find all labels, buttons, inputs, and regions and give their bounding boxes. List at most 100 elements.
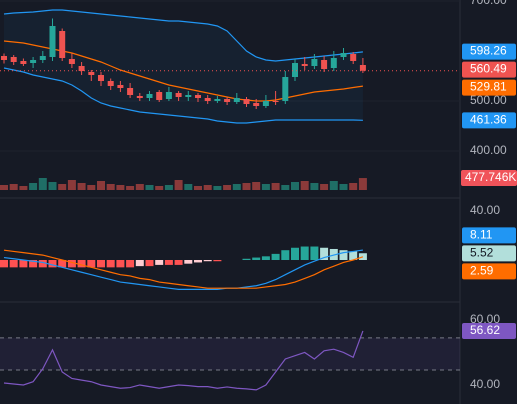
histogram-bar — [320, 247, 329, 261]
candle-body — [127, 88, 134, 95]
volume-bar — [174, 180, 183, 190]
price-label: 56.62 — [470, 323, 500, 337]
volume-bar — [145, 185, 154, 190]
candle-body — [311, 59, 318, 66]
volume-bar — [97, 181, 105, 190]
volume-bar — [349, 183, 358, 190]
histogram-bar — [126, 260, 135, 268]
volume-bar — [320, 184, 329, 190]
price-label-box — [462, 322, 516, 339]
histogram-bar — [310, 246, 319, 261]
histogram-bar — [271, 253, 280, 261]
candle-body — [39, 56, 46, 60]
price-label: 5.52 — [470, 246, 494, 260]
macd-line — [3, 249, 363, 291]
histogram-bar — [67, 260, 76, 268]
volume-bar — [126, 186, 135, 190]
price-label-box — [462, 112, 516, 129]
volume-bar — [58, 184, 67, 190]
volume-bar — [242, 183, 251, 190]
candle-body — [59, 31, 66, 58]
price-label: 461.36 — [470, 112, 507, 126]
volume-bar — [291, 182, 299, 190]
histogram-bar — [339, 250, 348, 261]
price-label: 560.49 — [470, 62, 507, 76]
histogram-bar — [9, 260, 18, 268]
volume-bar — [223, 185, 232, 190]
price-label-box — [462, 79, 516, 96]
histogram-bar — [203, 260, 212, 262]
volume-bar — [135, 184, 144, 190]
candle-body — [49, 26, 56, 57]
candle-body — [175, 93, 182, 97]
histogram-bar — [184, 260, 193, 264]
histogram-bar — [261, 256, 270, 261]
candle-body — [10, 57, 17, 62]
candle-body — [20, 61, 27, 64]
candle-body — [68, 59, 75, 64]
price-label-box — [462, 245, 516, 262]
volume-bar — [300, 181, 309, 190]
histogram-bar — [281, 250, 290, 261]
volume-bar — [67, 180, 76, 190]
candle-body — [321, 60, 328, 69]
candle-body — [117, 85, 124, 88]
candle-body — [272, 101, 279, 102]
histogram-bar — [358, 253, 367, 261]
volume-bar — [9, 184, 18, 190]
y-tick-label: 400.00 — [470, 143, 507, 157]
volume-bar — [155, 186, 164, 190]
candle-body — [350, 54, 357, 61]
volume-bar — [358, 178, 367, 190]
histogram-bar — [145, 260, 154, 267]
candle-body — [107, 81, 114, 86]
candle-body — [253, 103, 260, 106]
histogram-bar — [291, 247, 299, 261]
volume-bar — [29, 183, 38, 190]
candle-body — [30, 60, 37, 63]
candle-body — [233, 98, 240, 102]
candle-body — [204, 98, 211, 101]
signal-line — [3, 249, 364, 289]
volume-label: 477.746K — [465, 170, 516, 184]
candle-body — [292, 63, 298, 77]
histogram-bar — [300, 246, 309, 261]
histogram-bar — [48, 260, 57, 268]
histogram-bar — [174, 260, 183, 265]
volume-bar — [77, 183, 86, 190]
lower-band — [3, 67, 363, 124]
histogram-bar — [97, 260, 105, 268]
volume-bar — [0, 185, 8, 190]
histogram-bar — [116, 260, 125, 268]
y-tick-label: 40.00 — [470, 203, 500, 217]
candle-body — [214, 99, 221, 101]
candle-body — [262, 101, 269, 106]
volume-bar — [261, 184, 270, 190]
volume-bar — [213, 186, 222, 190]
rsi-line — [3, 330, 364, 391]
candle-body — [98, 75, 104, 81]
histogram-bar — [29, 260, 38, 268]
candle-body — [88, 72, 95, 75]
candle-body — [156, 92, 163, 100]
volume-label-box — [461, 170, 517, 187]
histogram-bar — [349, 251, 358, 261]
volume-bar — [106, 184, 115, 190]
histogram-bar — [164, 260, 173, 265]
price-label-box — [462, 43, 516, 60]
histogram-bar — [0, 260, 8, 268]
candle-body — [165, 92, 172, 99]
price-label-box — [462, 227, 516, 244]
volume-bar — [48, 182, 57, 190]
candle-body — [224, 99, 231, 102]
price-label: 529.81 — [470, 80, 507, 94]
histogram-bar — [58, 260, 67, 268]
candle-body — [301, 64, 308, 66]
candle-body — [1, 56, 7, 60]
histogram-bar — [19, 260, 28, 268]
volume-bar — [252, 182, 261, 190]
candle-body — [136, 96, 143, 98]
volume-bar — [19, 186, 28, 190]
volume-bar — [194, 186, 202, 190]
volume-bar — [339, 184, 348, 190]
